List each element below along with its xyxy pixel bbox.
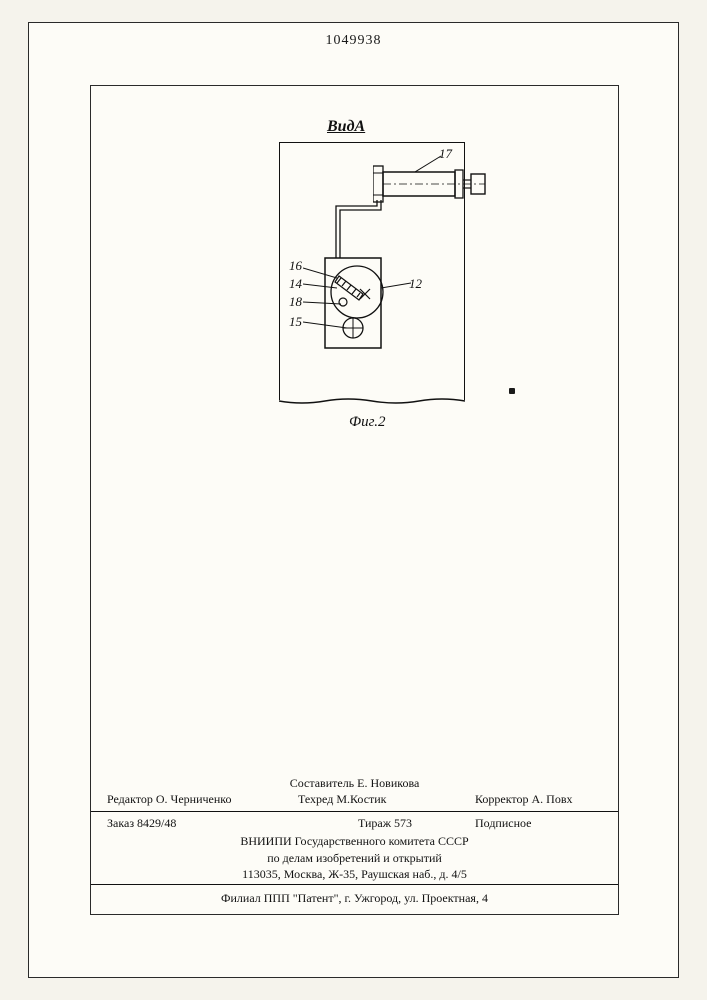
label-18: 18 — [289, 294, 302, 310]
outer-bottom-wavy — [279, 398, 465, 404]
leader-16 — [303, 266, 337, 280]
label-14: 14 — [289, 276, 302, 292]
page-frame: 1049938 ВидА — [28, 22, 679, 978]
org-block: ВНИИПИ Государственного комитета СССР по… — [91, 831, 618, 882]
leader-15 — [303, 320, 347, 330]
org-address: 113035, Москва, Ж-35, Раушская наб., д. … — [91, 866, 618, 882]
compiler-line: Составитель Е. Новикова — [91, 776, 618, 792]
branch-line: Филиал ППП "Патент", г. Ужгород, ул. Про… — [91, 887, 618, 906]
stray-mark — [509, 388, 515, 394]
tech-editor: Техред М.Костик — [298, 792, 472, 807]
org-line-2: по делам изобретений и открытий — [91, 850, 618, 866]
leader-12 — [381, 282, 411, 290]
label-16: 16 — [289, 258, 302, 274]
connecting-rod — [333, 200, 383, 260]
figure-caption: Фиг.2 — [349, 414, 385, 431]
order: Заказ 8429/48 — [107, 816, 295, 831]
imprint-footer: Составитель Е. Новикова Редактор О. Черн… — [91, 776, 618, 906]
figure-title: ВидА — [327, 118, 365, 136]
org-line-1: ВНИИПИ Государственного комитета СССР — [91, 833, 618, 849]
subscription: Подписное — [475, 816, 532, 831]
leader-18 — [303, 300, 341, 306]
figure-2: ВидА — [245, 118, 477, 436]
divider-2 — [91, 884, 618, 885]
divider-1 — [91, 811, 618, 812]
leader-14 — [303, 282, 337, 290]
editor: Редактор О. Черниченко — [107, 792, 295, 807]
label-15: 15 — [289, 314, 302, 330]
corrector: Корректор А. Повх — [475, 792, 573, 807]
document-number: 1049938 — [29, 33, 678, 49]
credits-row: Редактор О. Черниченко Техред М.Костик К… — [91, 792, 618, 809]
leader-17 — [415, 154, 443, 174]
order-row: Заказ 8429/48 Тираж 573 Подписное — [91, 814, 618, 831]
tirage: Тираж 573 — [298, 816, 472, 831]
content-frame: ВидА — [90, 85, 619, 915]
